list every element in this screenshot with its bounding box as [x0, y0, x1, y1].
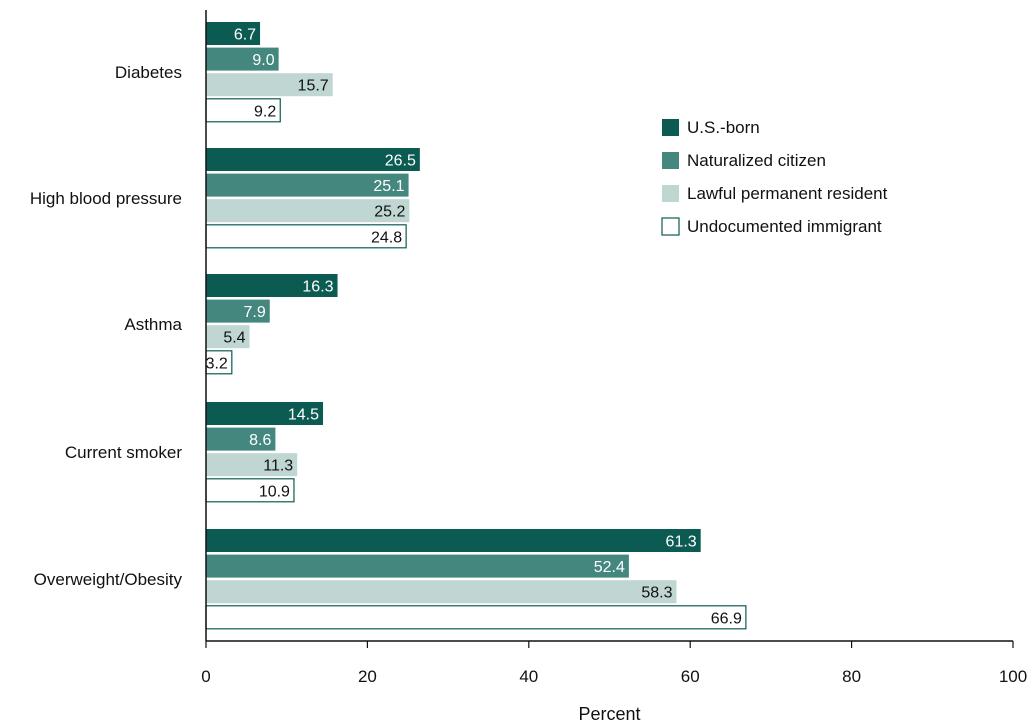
data-label: 11.3 — [263, 458, 293, 475]
data-label: 14.5 — [288, 407, 319, 424]
data-label: 8.6 — [249, 432, 271, 449]
data-label: 9.0 — [252, 52, 274, 69]
x-tick-label: 80 — [842, 667, 861, 686]
data-label: 3.2 — [206, 355, 228, 372]
legend-label: U.S.-born — [687, 118, 760, 137]
bar-2-0 — [206, 274, 338, 297]
data-label: 16.3 — [302, 279, 333, 296]
data-label: 5.4 — [223, 330, 245, 347]
legend-swatch — [662, 152, 679, 169]
bar-0-0 — [206, 22, 261, 45]
bar-4-3 — [205, 605, 747, 630]
data-label: 10.9 — [259, 483, 290, 500]
category-label: Current smoker — [65, 443, 182, 462]
data-label: 24.8 — [371, 229, 402, 246]
x-tick-label: 20 — [358, 667, 377, 686]
bar-2-1 — [206, 299, 270, 323]
data-label: 25.1 — [373, 178, 404, 195]
category-label: High blood pressure — [30, 189, 182, 208]
data-label: 61.3 — [666, 534, 697, 551]
bar-1-2 — [206, 199, 410, 223]
data-label: 26.5 — [385, 153, 416, 170]
bar-0-1 — [206, 47, 279, 71]
data-label: 66.9 — [711, 610, 742, 627]
legend-swatch — [661, 217, 680, 236]
data-label: 7.9 — [244, 304, 266, 321]
legend-label: Naturalized citizen — [687, 151, 826, 170]
x-axis-title: Percent — [578, 704, 640, 724]
data-label: 58.3 — [641, 585, 672, 602]
legend: U.S.-born Naturalized citizen Lawful perma… — [661, 118, 888, 236]
bar-3-1 — [206, 427, 276, 451]
data-label: 9.2 — [254, 103, 276, 120]
x-tick-label: 100 — [999, 667, 1027, 686]
legend-swatch — [662, 119, 679, 136]
legend-label: Undocumented immigrant — [687, 217, 882, 236]
bar-3-2 — [206, 453, 298, 477]
bar-3-0 — [206, 402, 324, 425]
bar-4-0 — [206, 529, 701, 552]
category-label: Overweight/Obesity — [34, 570, 183, 589]
x-ticks: 0 20 40 60 80 100 — [201, 641, 1027, 686]
legend-label: Lawful permanent resident — [687, 184, 888, 203]
category-label: Diabetes — [115, 63, 182, 82]
x-tick-label: 40 — [519, 667, 538, 686]
bar-0-2 — [206, 73, 333, 97]
bar-2-2 — [206, 325, 250, 349]
category-labels: Diabetes High blood pressure Asthma Current… — [30, 63, 183, 589]
data-label: 52.4 — [594, 559, 625, 576]
x-tick-label: 60 — [681, 667, 700, 686]
x-tick-label: 0 — [201, 667, 210, 686]
data-label: 15.7 — [298, 78, 329, 95]
bar-1-1 — [206, 173, 409, 197]
data-label: 6.7 — [234, 27, 256, 44]
bar-4-1 — [206, 554, 629, 578]
data-labels: 6.7 9.0 15.7 9.2 26.5 25.1 25.2 24.8 16.3 7.9 5.4 3… — [206, 27, 742, 628]
category-label: Asthma — [124, 315, 182, 334]
legend-swatch — [662, 185, 679, 202]
bar-1-0 — [206, 148, 420, 171]
data-label: 25.2 — [374, 204, 405, 221]
bar-4-2 — [206, 580, 677, 604]
